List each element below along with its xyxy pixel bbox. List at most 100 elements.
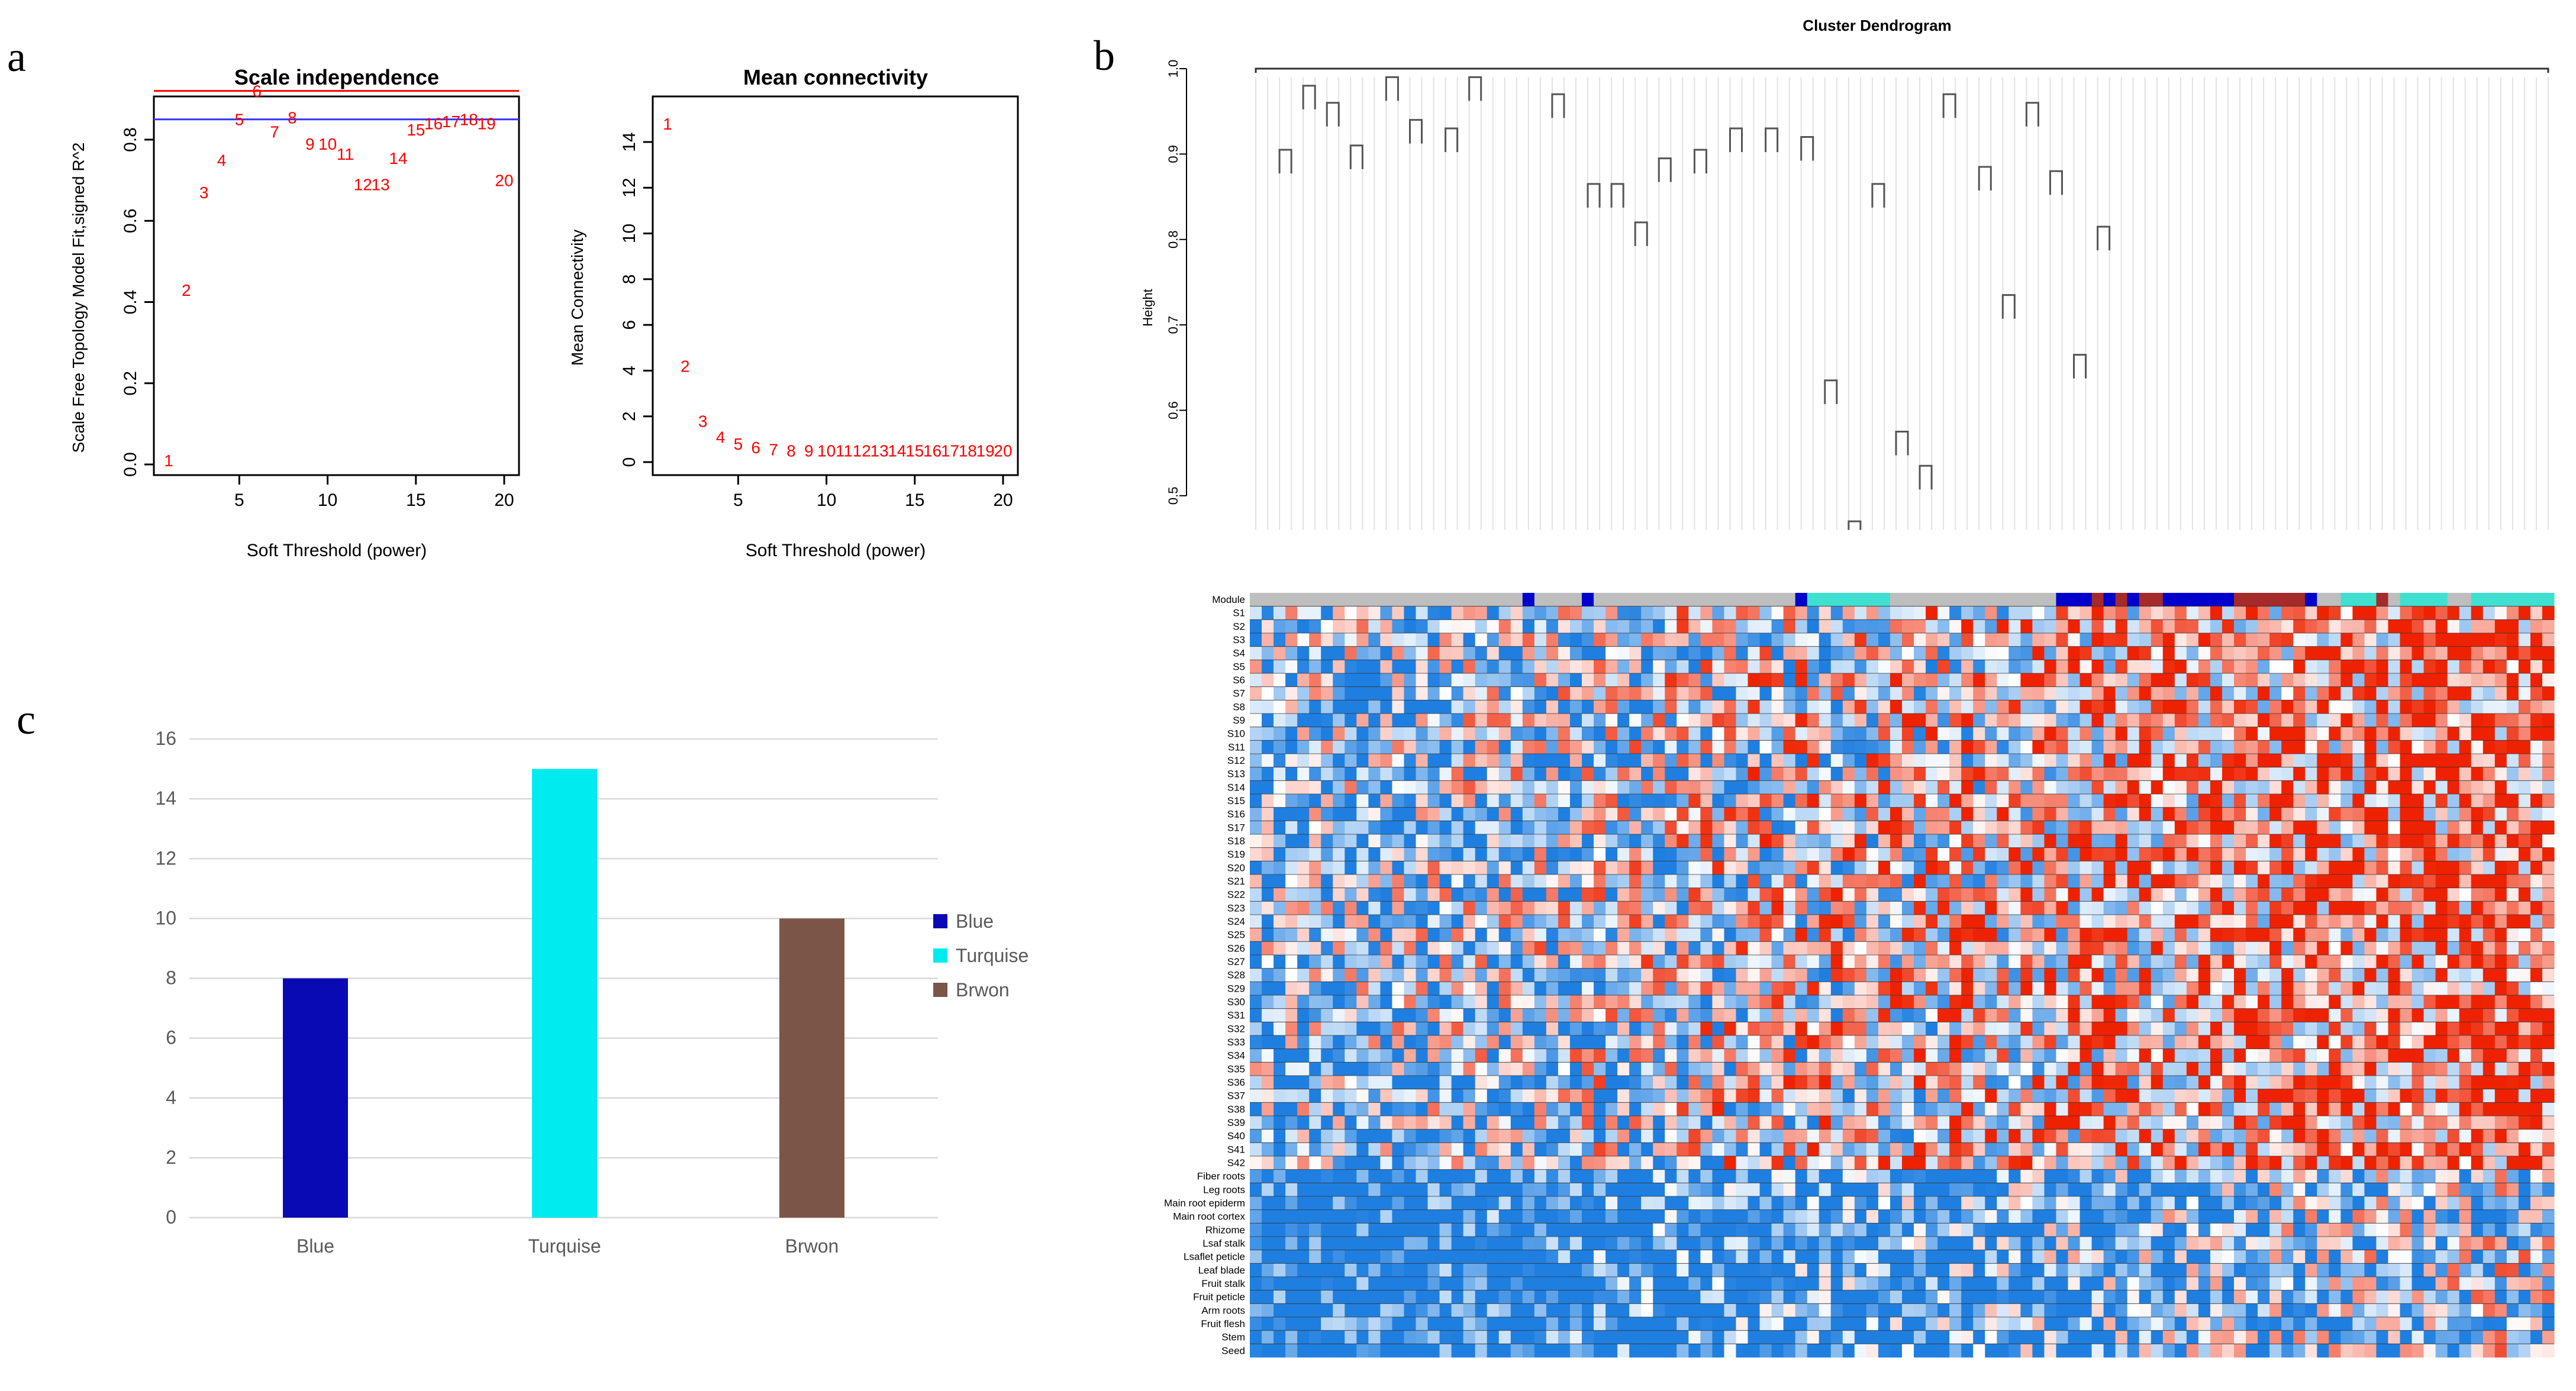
heatmap-cell: [1356, 660, 1369, 673]
heatmap-cell: [1760, 647, 1772, 660]
data-point-label: 20: [495, 172, 513, 190]
heatmap-cell: [2495, 982, 2507, 995]
heatmap-cell: [1914, 727, 1926, 741]
heatmap-cell: [1807, 1116, 1820, 1129]
heatmap-cell: [1511, 874, 1523, 888]
heatmap-cell: [2305, 633, 2317, 647]
heatmap-cell: [2364, 1143, 2377, 1156]
heatmap-cell: [2127, 915, 2140, 928]
heatmap-cell: [1380, 1129, 1392, 1143]
heatmap-cell: [2210, 995, 2223, 1009]
heatmap-cell: [2139, 1022, 2152, 1035]
heatmap-cell: [1724, 1116, 1736, 1129]
heatmap-cell: [1309, 687, 1321, 701]
heatmap-cell: [1748, 1076, 1761, 1089]
heatmap-cell: [2483, 1129, 2496, 1143]
heatmap-cell: [2459, 687, 2472, 701]
heatmap-cell: [1665, 687, 1677, 701]
heatmap-cell: [1949, 982, 1962, 995]
heatmap-cell: [1772, 1062, 1784, 1076]
heatmap-cell: [1866, 1129, 1879, 1143]
heatmap-cell: [2056, 1129, 2068, 1143]
heatmap-cell: [1843, 834, 1855, 848]
heatmap-cell: [1629, 647, 1642, 660]
heatmap-cell: [1700, 767, 1713, 781]
heatmap-cell: [1558, 1049, 1571, 1063]
heatmap-cell: [2364, 780, 2377, 794]
heatmap-cell: [2448, 941, 2460, 955]
heatmap-cell: [1736, 619, 1748, 633]
heatmap-cell: [1321, 1089, 1333, 1103]
heatmap-row-label: Main root epiderm: [1164, 1198, 1245, 1209]
heatmap-cell: [1855, 1049, 1867, 1063]
heatmap-cell: [1428, 861, 1440, 874]
heatmap-cell: [1736, 821, 1748, 834]
heatmap-cell: [1475, 901, 1488, 915]
heatmap-cell: [2317, 740, 2329, 754]
heatmap-cell: [2352, 834, 2365, 848]
heatmap-cell: [2340, 1022, 2353, 1035]
heatmap-cell: [2352, 1062, 2365, 1076]
heatmap-cell: [1902, 673, 1914, 687]
heatmap-cell: [1653, 861, 1665, 874]
heatmap-cell: [2329, 969, 2341, 982]
heatmap-cell: [1961, 687, 1974, 701]
heatmap-cell: [1843, 794, 1855, 808]
heatmap-cell: [2044, 1089, 2056, 1103]
heatmap-cell: [1570, 1022, 1582, 1035]
heatmap-cell: [1748, 660, 1761, 673]
heatmap-cell: [1795, 633, 1808, 647]
heatmap-cell: [1345, 834, 1357, 848]
heatmap-cell: [2044, 647, 2056, 660]
heatmap-cell: [1297, 754, 1310, 767]
heatmap-cell: [2376, 1156, 2388, 1170]
heatmap-cell: [2293, 1129, 2306, 1143]
heatmap-cell: [1700, 955, 1713, 969]
heatmap-cell: [2388, 1143, 2400, 1156]
heatmap-cell: [2459, 767, 2472, 781]
heatmap-cell: [2519, 606, 2531, 620]
heatmap-cell: [2246, 834, 2258, 848]
heatmap-cell: [2056, 821, 2068, 834]
heatmap-cell: [2104, 673, 2116, 687]
heatmap-cell: [1250, 714, 1262, 727]
heatmap-cell: [1356, 647, 1369, 660]
heatmap-cell: [1511, 714, 1523, 727]
heatmap-cell: [1356, 1049, 1369, 1063]
heatmap-cell: [2412, 1089, 2425, 1103]
heatmap-cell: [2388, 848, 2400, 861]
heatmap-cell: [1914, 660, 1926, 673]
heatmap-cell: [2293, 982, 2306, 995]
heatmap-cell: [1855, 808, 1867, 821]
heatmap-cell: [1523, 794, 1535, 808]
heatmap-cell: [1985, 700, 1997, 714]
heatmap-cell: [1937, 619, 1950, 633]
heatmap-cell: [1937, 821, 1950, 834]
heatmap-cell: [2258, 1076, 2270, 1089]
heatmap-cell: [1617, 969, 1630, 982]
heatmap-cell: [1795, 619, 1808, 633]
heatmap-cell: [2116, 821, 2128, 834]
heatmap-cell: [1665, 874, 1677, 888]
heatmap-cell: [1523, 647, 1535, 660]
heatmap-cell: [1274, 619, 1286, 633]
heatmap-cell: [2044, 700, 2056, 714]
heatmap-cell: [1736, 794, 1748, 808]
heatmap-cell: [1890, 647, 1903, 660]
heatmap-cell: [2507, 1116, 2519, 1129]
heatmap-cell: [1345, 995, 1357, 1009]
heatmap-cell: [1534, 687, 1547, 701]
heatmap-cell: [2032, 1129, 2045, 1143]
heatmap-cell: [1428, 969, 1440, 982]
heatmap-cell: [1617, 901, 1630, 915]
heatmap-cell: [2139, 928, 2152, 942]
heatmap-cell: [1819, 754, 1832, 767]
heatmap-cell: [1570, 1102, 1582, 1116]
heatmap-cell: [1795, 1089, 1808, 1103]
heatmap-cell: [2495, 1022, 2507, 1035]
heatmap-cell: [1440, 1076, 1452, 1089]
heatmap-cell: [2080, 1035, 2093, 1049]
heatmap-cell: [1961, 1156, 1974, 1170]
heatmap-cell: [1878, 1076, 1891, 1089]
heatmap-cell: [1558, 633, 1571, 647]
